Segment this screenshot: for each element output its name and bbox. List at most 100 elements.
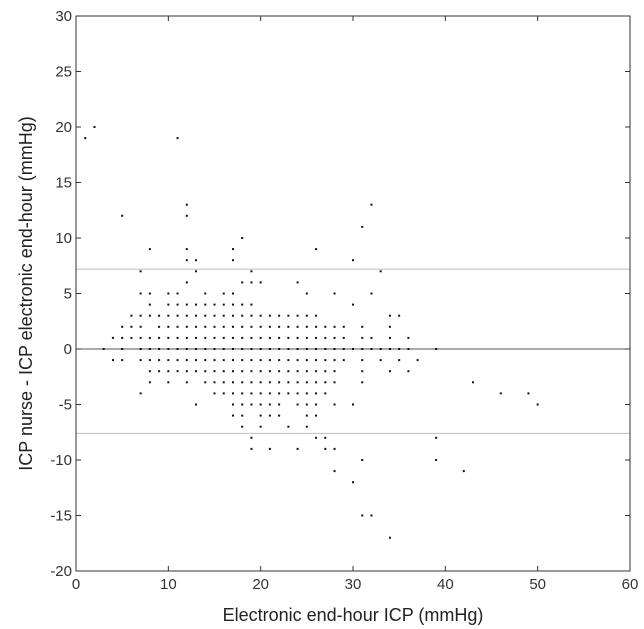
data-point (268, 414, 271, 417)
data-point (259, 336, 262, 339)
data-point (342, 336, 345, 339)
data-point (268, 336, 271, 339)
data-point (324, 392, 327, 395)
data-point (305, 314, 308, 317)
data-point (361, 381, 364, 384)
y-tick-label: -15 (50, 508, 72, 525)
data-point (176, 336, 179, 339)
data-point (324, 370, 327, 373)
x-axis-tick-labels: 0 10 20 30 40 50 60 (72, 576, 639, 593)
data-point (111, 359, 114, 362)
data-point (176, 325, 179, 328)
data-point (370, 292, 373, 295)
data-point (158, 336, 161, 339)
y-axis-title: ICP nurse - ICP electronic end-hour (mmH… (16, 116, 36, 470)
data-point (195, 325, 198, 328)
data-point (333, 381, 336, 384)
data-point (388, 314, 391, 317)
data-point (222, 359, 225, 362)
data-point (148, 370, 151, 373)
data-point (268, 447, 271, 450)
data-point (204, 348, 207, 350)
data-point (185, 336, 188, 339)
data-point (185, 314, 188, 317)
data-point (287, 425, 290, 428)
data-point (241, 348, 244, 350)
data-point (259, 381, 262, 384)
data-point (204, 303, 207, 306)
data-point (296, 359, 299, 362)
data-point (250, 392, 253, 395)
data-point (315, 392, 318, 395)
data-point (241, 325, 244, 328)
data-point (287, 325, 290, 328)
data-point (342, 325, 345, 328)
data-point (139, 359, 142, 362)
data-point (305, 292, 308, 295)
x-tick-label: 20 (252, 576, 269, 593)
data-point (185, 281, 188, 284)
data-point (222, 303, 225, 306)
data-point (231, 381, 234, 384)
data-point (204, 381, 207, 384)
data-point (287, 348, 290, 350)
data-point (139, 336, 142, 339)
y-tick-label: 5 (64, 286, 72, 303)
data-point (259, 403, 262, 406)
data-point (388, 336, 391, 339)
x-axis-title: Electronic end-hour ICP (mmHg) (223, 605, 484, 625)
data-point (305, 370, 308, 373)
data-point (130, 336, 133, 339)
data-point (231, 370, 234, 373)
x-tick-label: 0 (72, 576, 80, 593)
data-point (333, 447, 336, 450)
data-point (158, 359, 161, 362)
data-point (167, 314, 170, 317)
data-point (259, 281, 262, 284)
data-point (102, 348, 105, 350)
data-point (231, 259, 234, 262)
data-point (305, 425, 308, 428)
data-point (241, 336, 244, 339)
data-point (139, 292, 142, 295)
data-point (176, 359, 179, 362)
data-point (195, 336, 198, 339)
data-point (296, 314, 299, 317)
data-point (268, 348, 271, 350)
y-tick-label: 10 (55, 230, 72, 247)
data-point (287, 336, 290, 339)
data-point (296, 447, 299, 450)
data-point (259, 348, 262, 350)
data-point (250, 325, 253, 328)
data-point (352, 303, 354, 306)
data-point (213, 314, 216, 317)
data-point (185, 370, 188, 373)
data-point (204, 370, 207, 373)
data-point (222, 348, 225, 350)
data-point (259, 370, 262, 373)
data-point (121, 214, 124, 217)
data-point (139, 325, 142, 328)
data-point (185, 303, 188, 306)
data-point (250, 359, 253, 362)
data-point (148, 381, 151, 384)
data-point (121, 359, 124, 362)
data-point (278, 314, 281, 317)
data-point (379, 348, 382, 350)
data-point (296, 281, 299, 284)
data-point (305, 392, 308, 395)
data-point (287, 381, 290, 384)
data-point (148, 336, 151, 339)
data-point (370, 203, 373, 206)
data-point (333, 470, 336, 473)
data-point (176, 314, 179, 317)
data-point (204, 292, 207, 295)
data-point (388, 536, 391, 539)
data-point (315, 325, 318, 328)
data-point (139, 314, 142, 317)
data-point (185, 359, 188, 362)
data-point (333, 359, 336, 362)
data-point (195, 314, 198, 317)
x-tick-label: 10 (160, 576, 177, 593)
data-point (361, 336, 364, 339)
